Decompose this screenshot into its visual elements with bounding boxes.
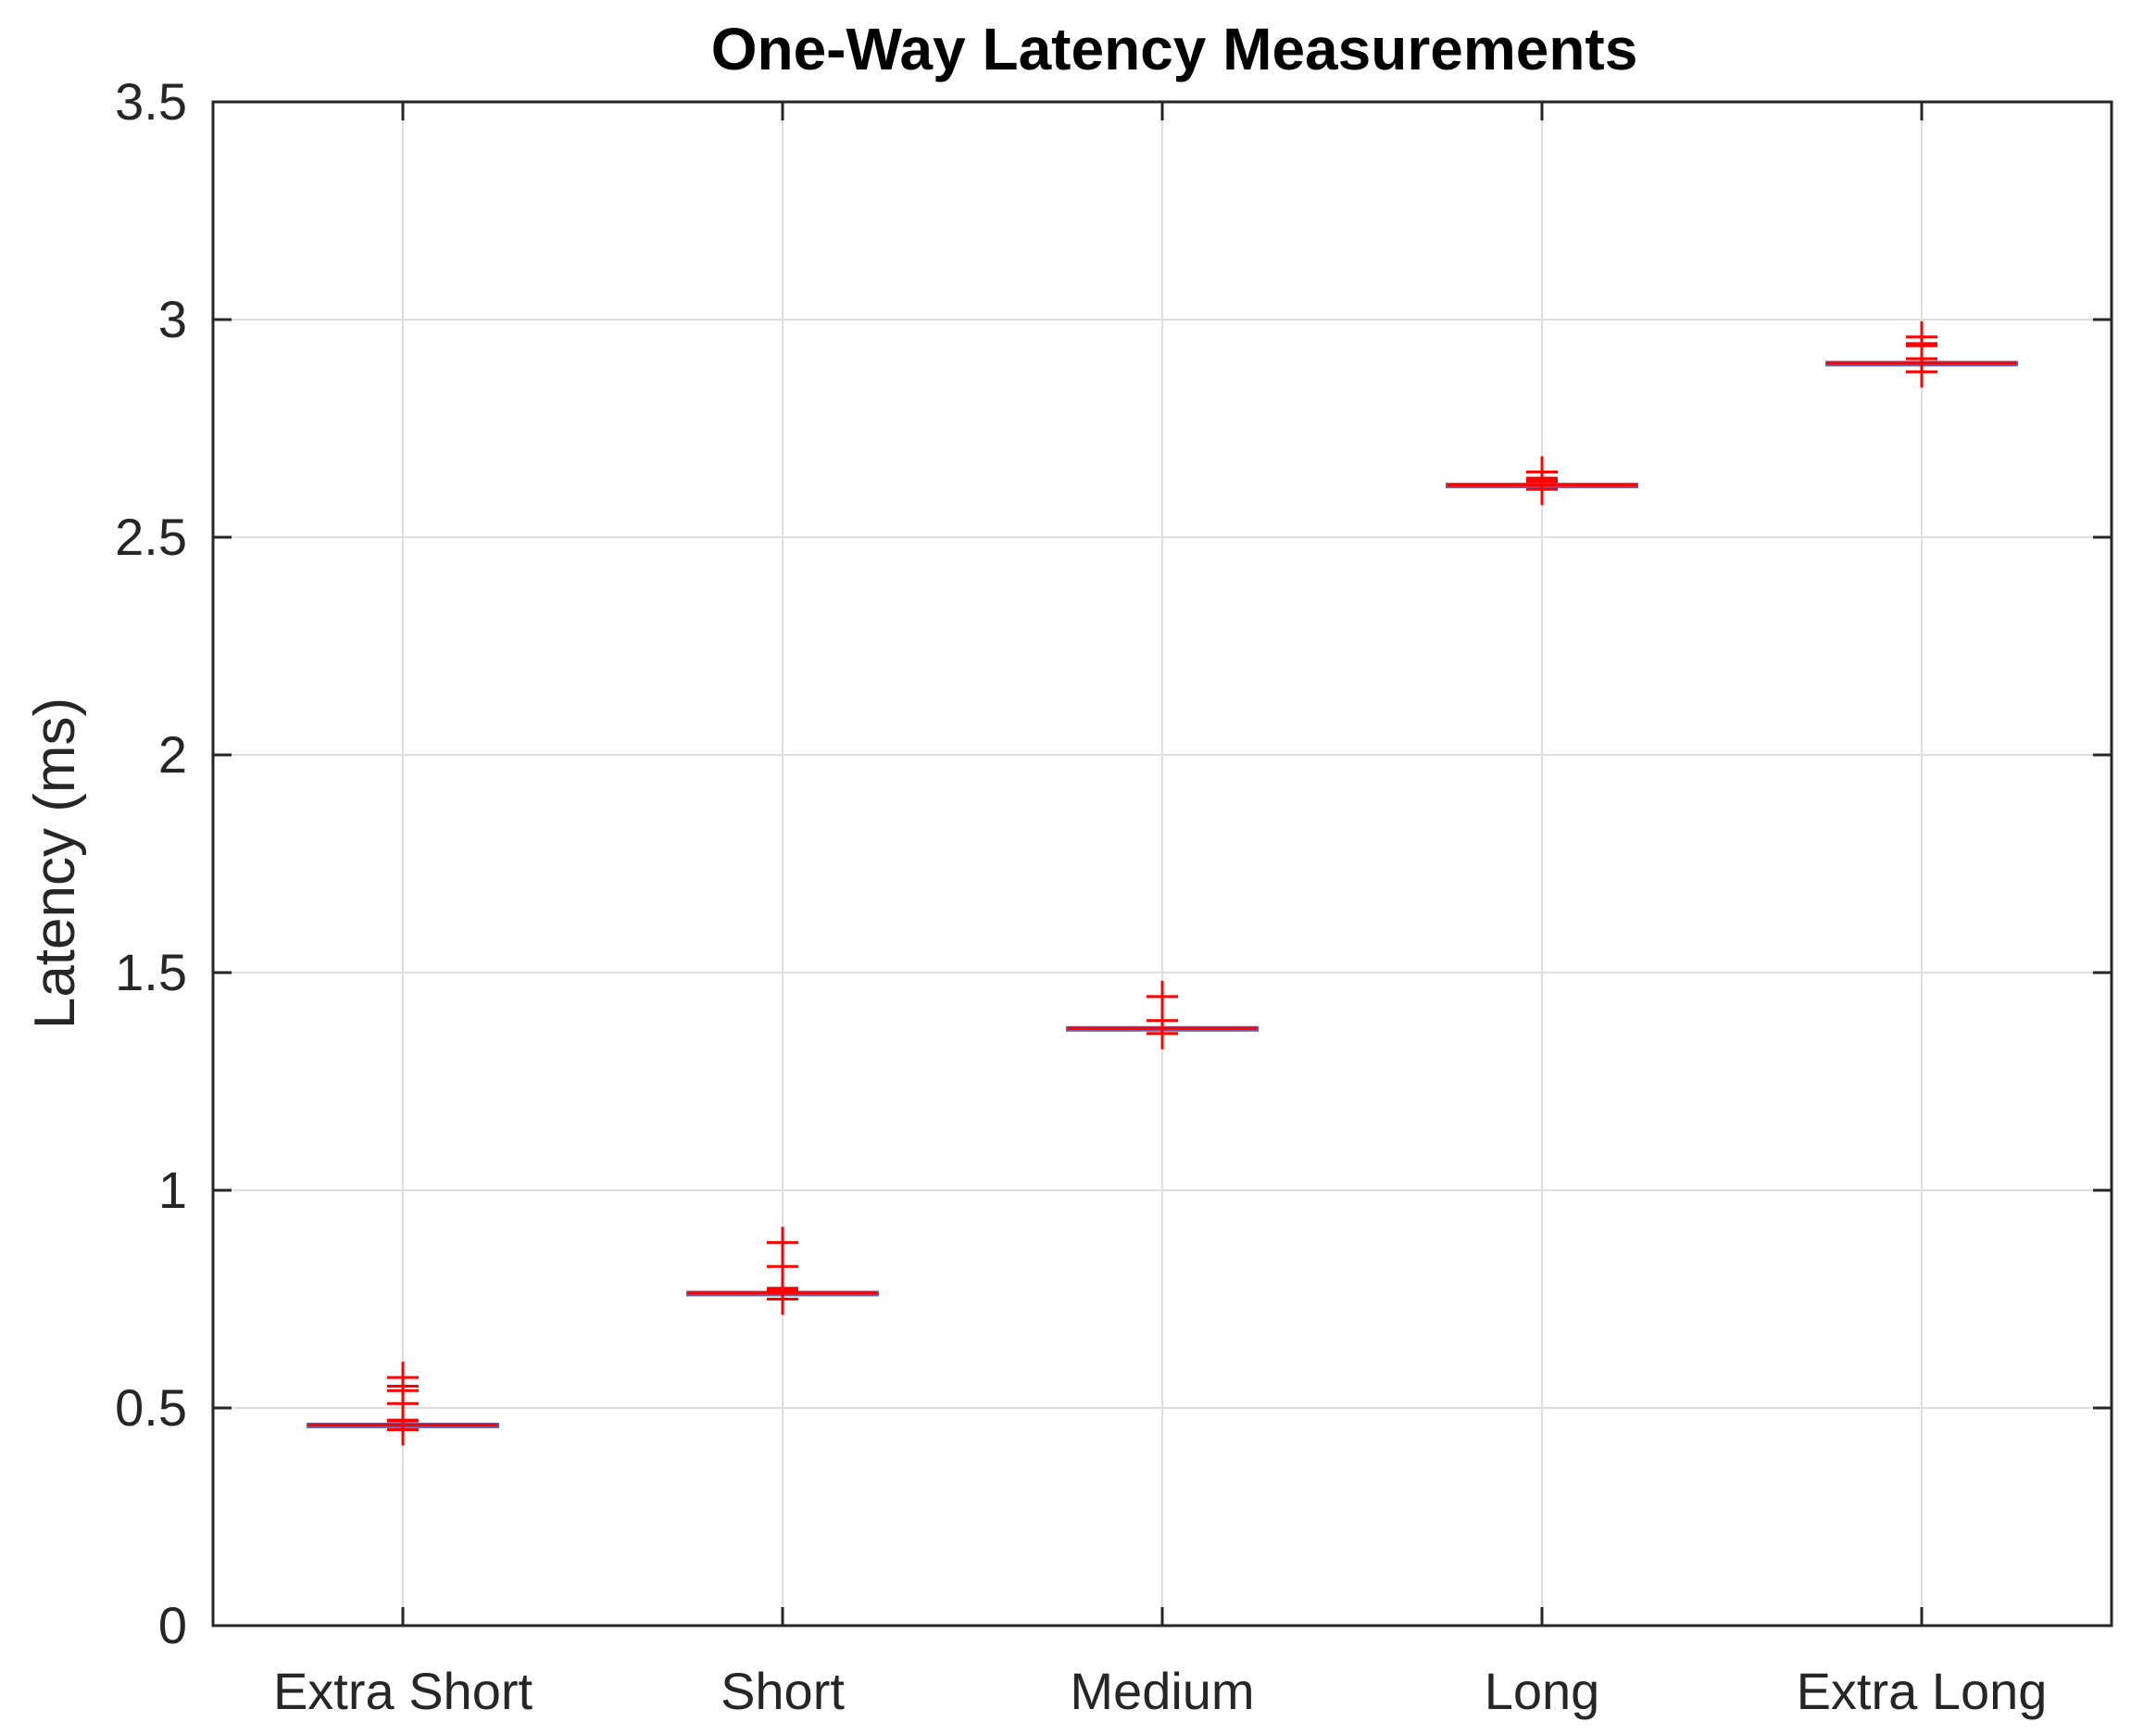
x-tick-label: Extra Long: [1797, 1662, 2048, 1720]
y-tick-labels: 0 0.5 1 1.5 2 2.5 3 3.5: [115, 72, 187, 1654]
y-tick-label: 1: [158, 1161, 187, 1219]
y-tick-label: 2: [158, 725, 187, 784]
y-tick-label: 1.5: [115, 943, 187, 1001]
outlier-marker: [767, 1226, 798, 1259]
x-tick-labels: Extra Short Short Medium Long Extra Long: [273, 1662, 2047, 1720]
x-tick-label: Medium: [1070, 1662, 1254, 1720]
outlier-marker: [1147, 980, 1178, 1012]
outlier-marker: [1906, 320, 1937, 353]
box-extra-long: [1825, 320, 2018, 388]
box-long: [1446, 456, 1638, 506]
chart-title: One-Way Latency Measurements: [711, 16, 1638, 82]
axis-ticks: [213, 100, 2112, 1627]
outlier-marker: [387, 1362, 419, 1394]
box-series: [307, 320, 2018, 1446]
x-tick-label: Long: [1485, 1662, 1600, 1720]
box-extra-short: [307, 1362, 499, 1446]
y-tick-label: 3.5: [115, 72, 187, 131]
outlier-marker: [1526, 456, 1558, 488]
box-medium: [1066, 980, 1259, 1049]
x-tick-label: Extra Short: [273, 1662, 533, 1720]
y-tick-label: 0.5: [115, 1378, 187, 1437]
y-tick-label: 2.5: [115, 508, 187, 566]
y-tick-label: 0: [158, 1596, 187, 1654]
y-tick-label: 3: [158, 290, 187, 348]
box-short: [686, 1226, 879, 1315]
y-axis-label: Latency (ms): [23, 697, 87, 1029]
x-tick-label: Short: [721, 1662, 845, 1720]
